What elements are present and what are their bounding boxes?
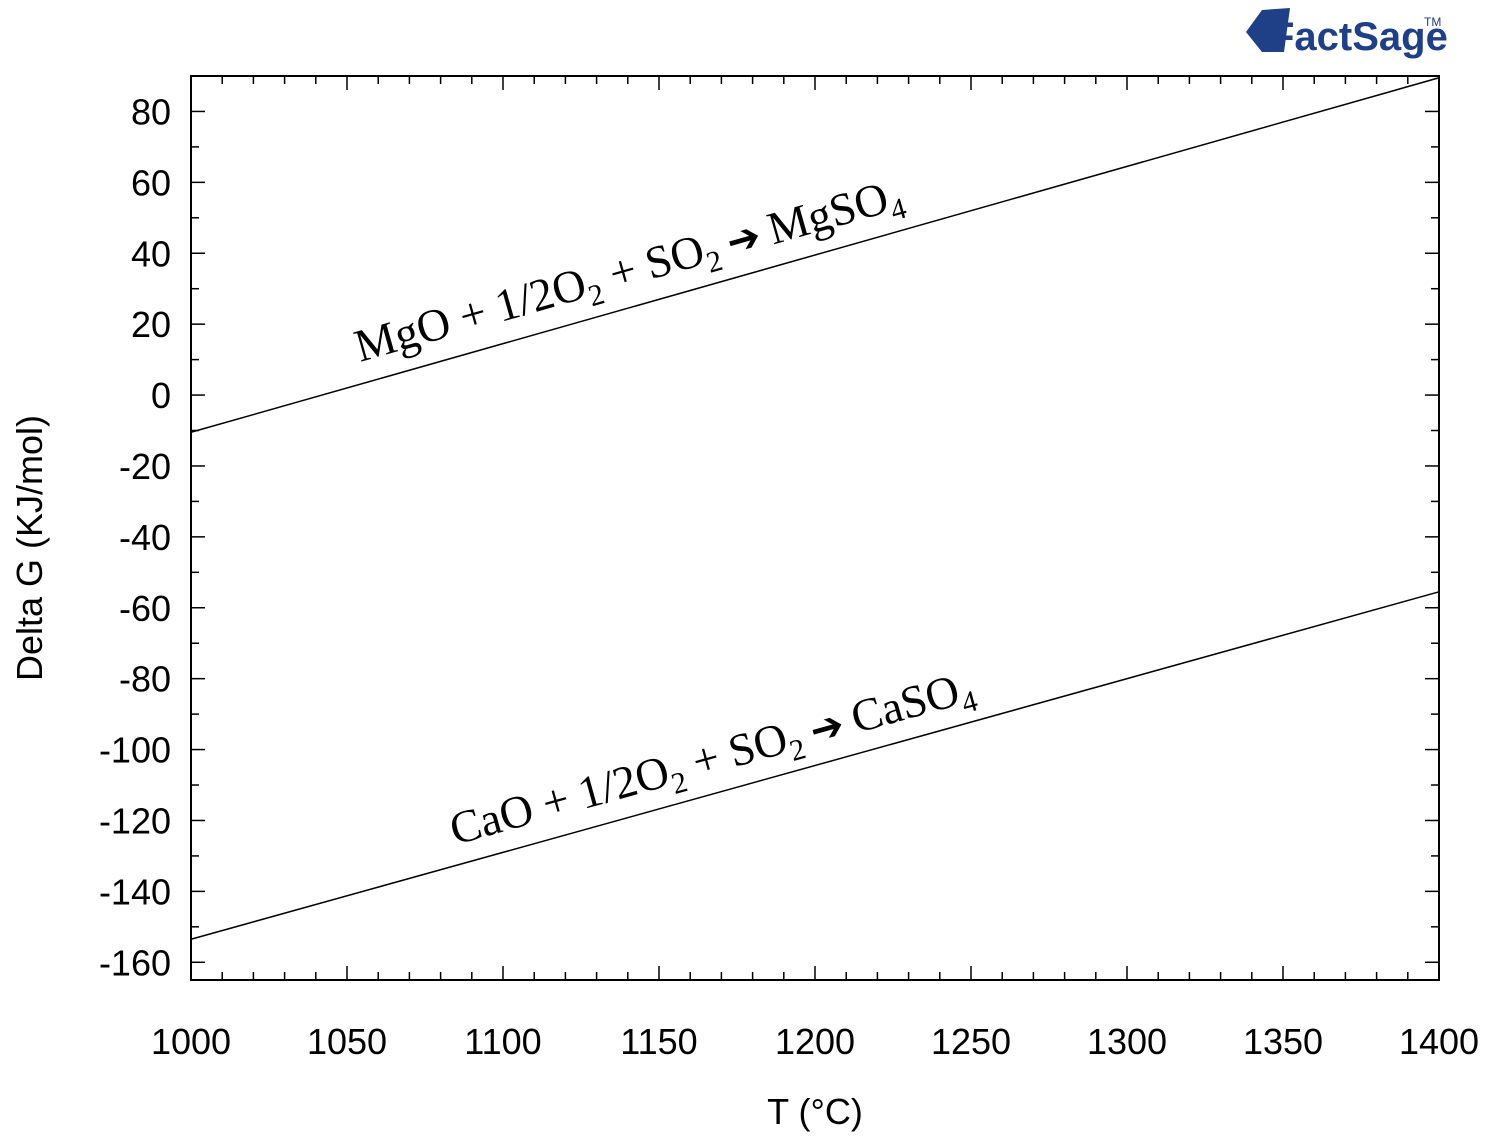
x-tick-label: 1250 (931, 1021, 1011, 1062)
y-tick-label: -20 (119, 446, 171, 487)
reaction-label-mgo: MgO + 1/2O2 + SO2➔MgSO4 (349, 168, 910, 379)
y-tick-label: -80 (119, 659, 171, 700)
x-tick-label: 1300 (1087, 1021, 1167, 1062)
x-tick-label: 1000 (151, 1021, 231, 1062)
y-tick-label: -140 (99, 871, 171, 912)
y-axis-title: Delta G (KJ/mol) (9, 415, 50, 681)
ticks (190, 76, 1440, 980)
factsage-logo: FactSage TM (1246, 8, 1448, 59)
plot-frame (190, 75, 1440, 981)
series-line-1 (190, 591, 1440, 940)
y-tick-label: -100 (99, 730, 171, 771)
y-tick-label: -40 (119, 517, 171, 558)
series-line-0 (190, 77, 1440, 434)
y-tick-label: -120 (99, 800, 171, 841)
logo-text: FactSage (1270, 15, 1448, 59)
y-tick-label: 0 (151, 375, 171, 416)
y-tick-label: 60 (131, 162, 171, 203)
x-tick-label: 1050 (307, 1021, 387, 1062)
reaction-label-cao: CaO + 1/2O2 + SO2➔CaSO4 (444, 660, 981, 861)
x-tick-label: 1350 (1243, 1021, 1323, 1062)
x-tick-label: 1100 (464, 1021, 541, 1062)
x-tick-label: 1400 (1399, 1021, 1479, 1062)
y-tick-label: 80 (131, 91, 171, 132)
y-tick-label: -160 (99, 942, 171, 983)
y-tick-label: 40 (131, 233, 171, 274)
x-tick-label: 1200 (775, 1021, 855, 1062)
logo-mark-icon (1246, 8, 1290, 52)
series-lines (190, 77, 1440, 940)
x-tick-label: 1150 (620, 1021, 697, 1062)
x-axis-title: T (°C) (767, 1091, 863, 1132)
logo-tm: TM (1424, 15, 1441, 29)
tick-labels: 1000 1050 1100 1150 1200 1250 1300 1350 1400 80 60… (99, 91, 1479, 1062)
y-tick-label: -60 (119, 588, 171, 629)
y-tick-label: 20 (131, 304, 171, 345)
